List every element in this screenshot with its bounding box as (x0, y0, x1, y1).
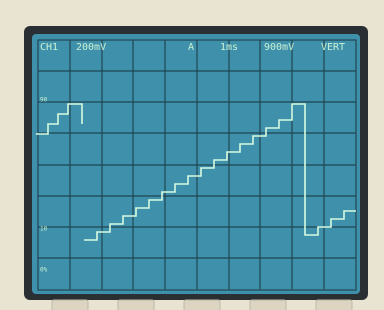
oscilloscope-photo: CH1 200mV A 1ms 900mV VERT 90 10 0% (0, 0, 384, 310)
graticule-label: 10 (40, 226, 48, 233)
volts-per-div: 200mV (76, 42, 106, 53)
display (32, 34, 360, 294)
channel-label: CH1 (40, 42, 58, 53)
graticule-label: 90 (40, 97, 48, 104)
trigger-level: 900mV (264, 42, 294, 53)
time-per-div: 1ms (220, 42, 238, 53)
mode-label: VERT (321, 42, 345, 53)
graticule-label: 0% (40, 267, 48, 274)
trigger-source: A (188, 42, 194, 53)
